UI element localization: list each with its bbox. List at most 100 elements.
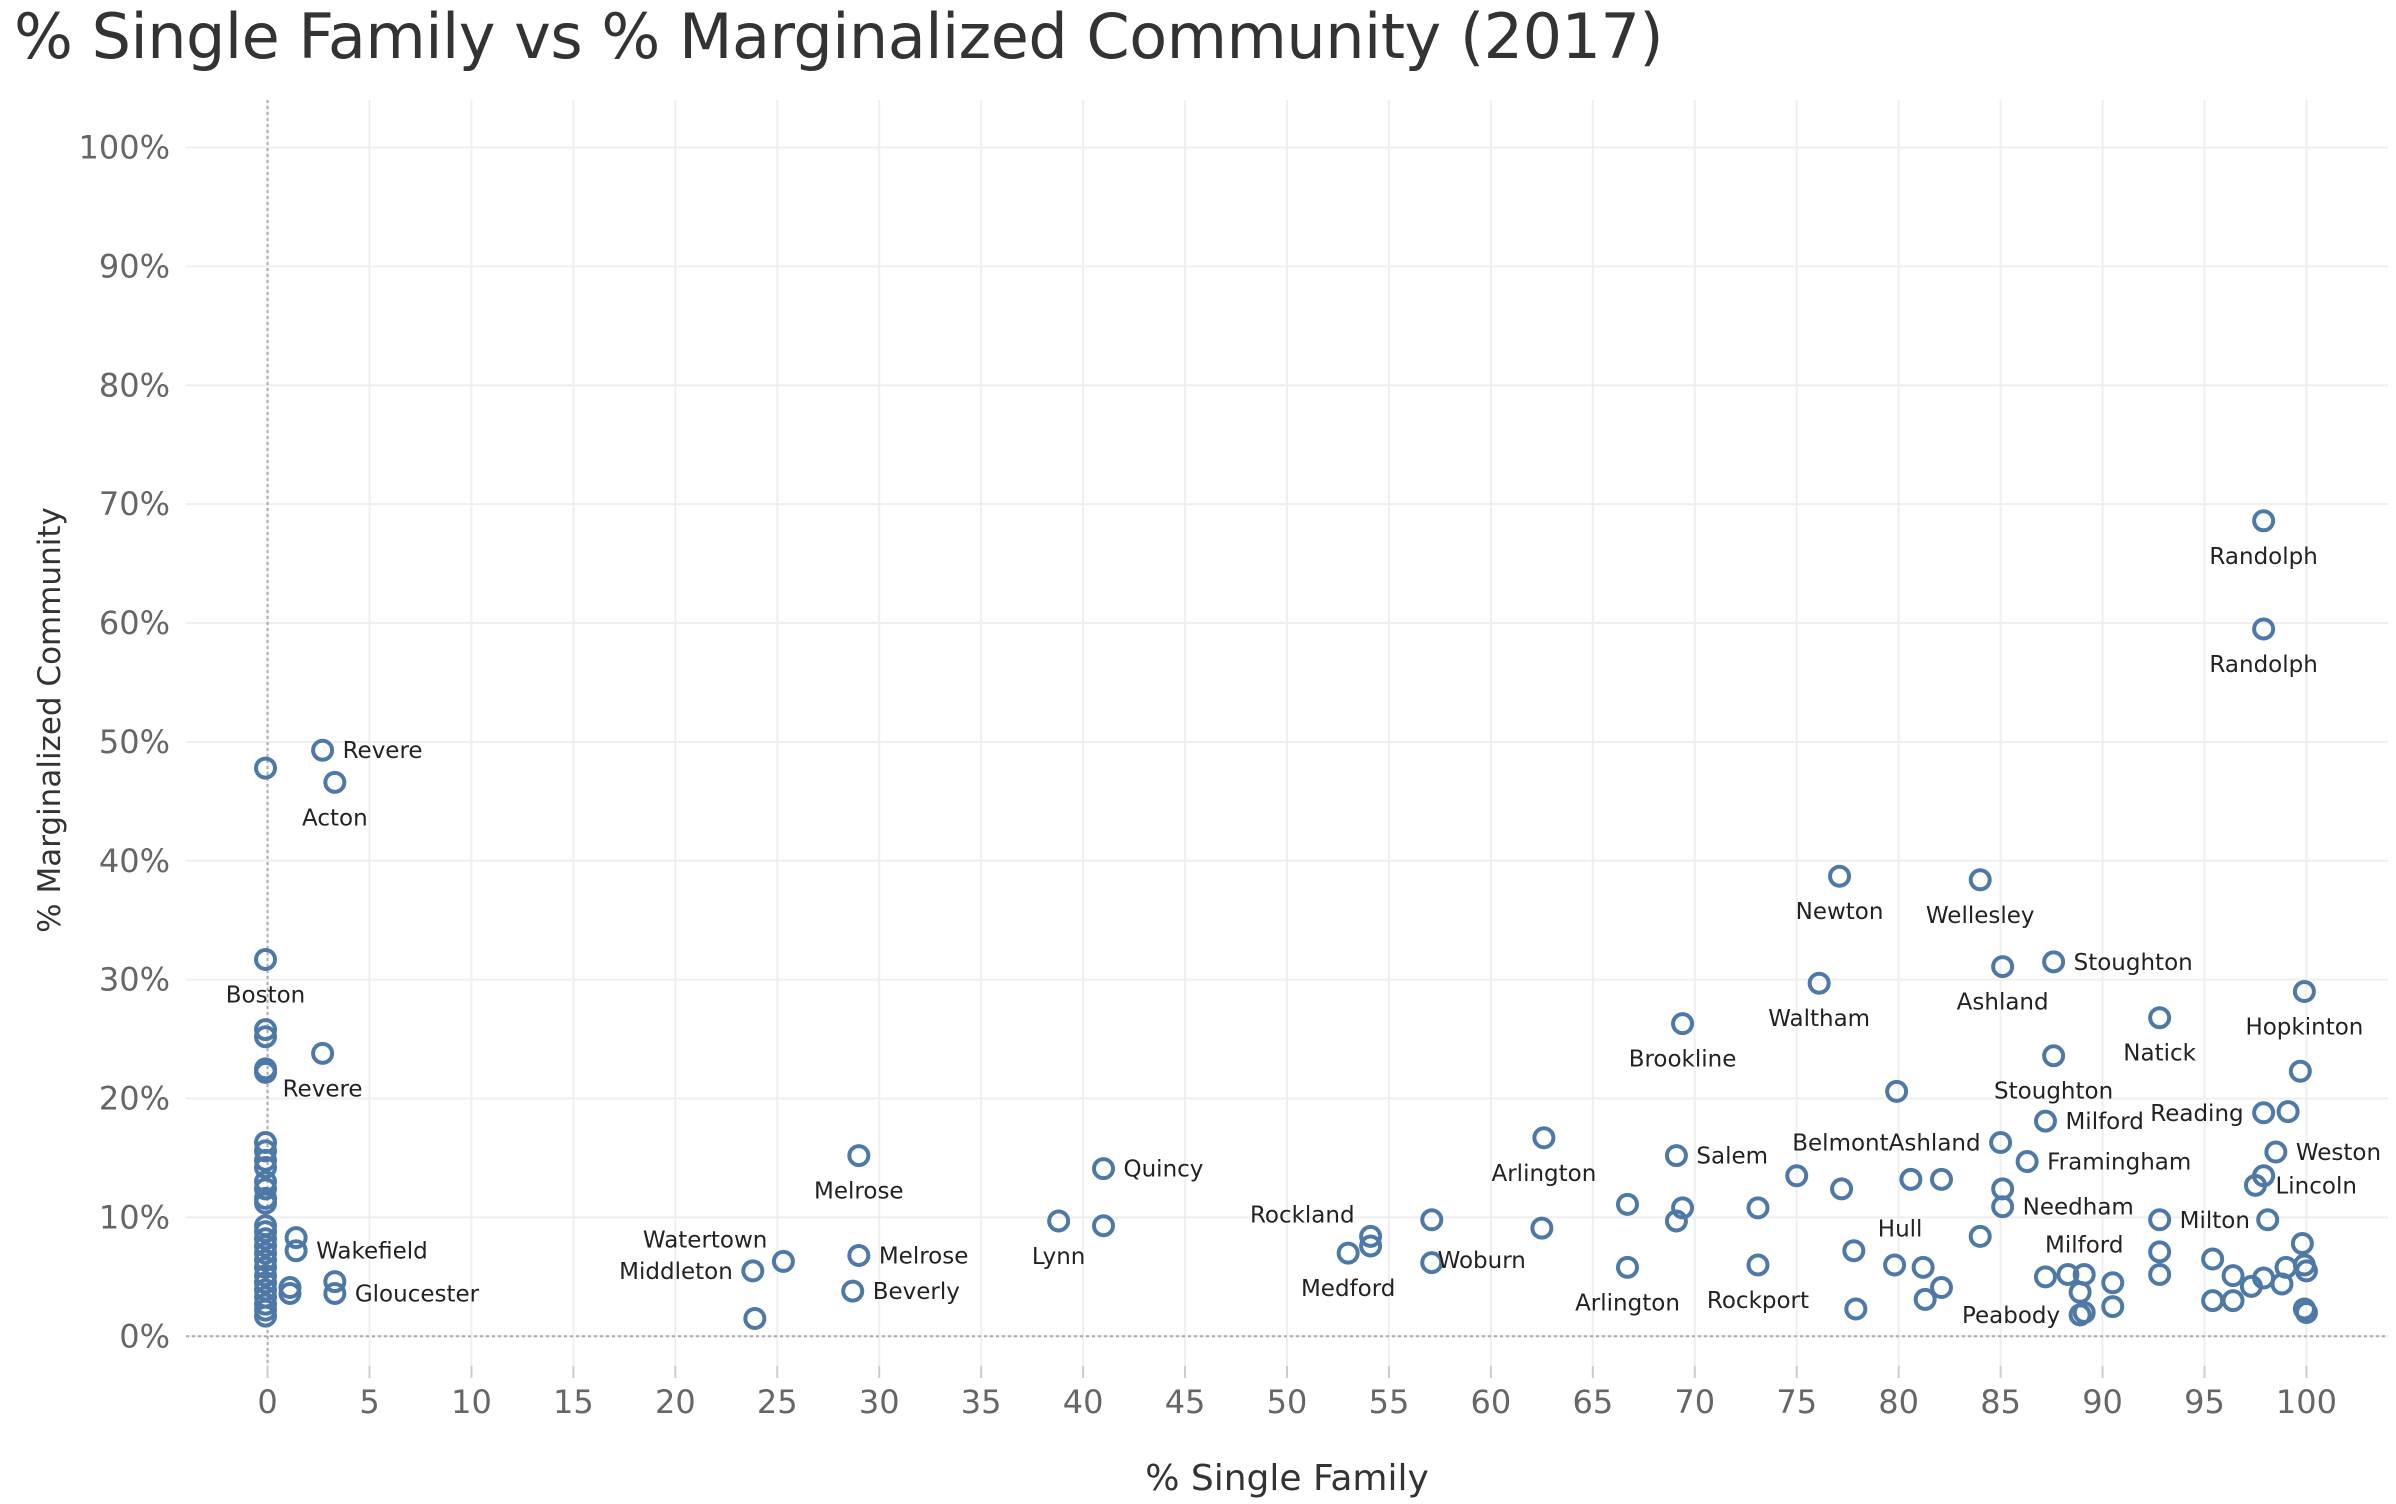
data-point [254, 1018, 278, 1042]
y-tick-label: 10% [99, 1198, 170, 1236]
data-point [2056, 1262, 2080, 1286]
point-label: Stoughton [2074, 950, 2193, 976]
data-point [311, 738, 335, 762]
data-point [2221, 1289, 2245, 1313]
y-tick-label: 100% [79, 129, 170, 167]
data-point [1664, 1209, 1688, 1233]
x-tick-label: 15 [553, 1383, 594, 1421]
point-label: Woburn [1438, 1248, 1526, 1274]
point-label: Lynn [1032, 1244, 1085, 1270]
data-point [1615, 1255, 1639, 1279]
point-label: Rockland [1250, 1202, 1355, 1228]
data-point [2264, 1140, 2288, 1164]
data-point [2252, 1101, 2276, 1125]
y-axis-title: % Marginalized Community [32, 507, 68, 933]
point-label: Melrose [879, 1243, 969, 1269]
point-label: Arlington [1575, 1290, 1680, 1316]
data-point [743, 1306, 767, 1330]
point-label: Waltham [1768, 1006, 1870, 1032]
point-layer [254, 509, 2318, 1330]
data-point [2072, 1301, 2096, 1325]
data-point [2276, 1100, 2300, 1124]
point-label: Hopkinton [2245, 1015, 2363, 1041]
y-tick-label: 50% [99, 723, 170, 761]
data-point [2148, 1006, 2172, 1030]
point-label: Brookline [1629, 1047, 1737, 1073]
point-label: Newton [1796, 899, 1884, 925]
x-tick-label: 80 [1878, 1383, 1919, 1421]
x-tick-label: 60 [1471, 1383, 1512, 1421]
data-point [1911, 1255, 1935, 1279]
chart-title: % Single Family vs % Marginalized Commun… [14, 0, 1664, 73]
data-point [771, 1249, 795, 1273]
data-point [254, 1170, 278, 1194]
x-tick-label: 0 [257, 1383, 277, 1421]
point-label: Reading [2150, 1101, 2243, 1127]
x-tick-label: 85 [1980, 1383, 2021, 1421]
y-tick-label: 40% [99, 842, 170, 880]
point-label: Gloucester [355, 1281, 480, 1307]
point-label: Salem [1696, 1144, 1768, 1170]
point-label: Stoughton [1994, 1079, 2113, 1105]
point-label: Natick [2123, 1041, 2196, 1067]
data-point [254, 1191, 278, 1215]
data-point [1991, 955, 2015, 979]
data-point [2243, 1173, 2267, 1197]
x-tick-label: 10 [451, 1383, 492, 1421]
x-tick-label: 35 [961, 1383, 1002, 1421]
data-point [254, 1304, 278, 1328]
point-label: Beverly [873, 1279, 960, 1305]
point-label: BelmontAshland [1792, 1131, 1980, 1157]
data-point [2015, 1150, 2039, 1174]
y-tick-label: 0% [119, 1317, 170, 1355]
data-point [1532, 1126, 1556, 1150]
data-point [2033, 1265, 2057, 1289]
data-point [2068, 1280, 2092, 1304]
data-point [1991, 1195, 2015, 1219]
y-tick-label: 30% [99, 961, 170, 999]
point-label: Randolph [2209, 652, 2317, 678]
data-point [254, 1148, 278, 1172]
point-label: Watertown [643, 1227, 767, 1253]
data-point [323, 1270, 347, 1294]
data-point [1828, 864, 1852, 888]
data-point [1671, 1012, 1695, 1036]
data-point [2252, 509, 2276, 533]
data-point [254, 1139, 278, 1163]
data-point [254, 947, 278, 971]
point-label: Milton [2180, 1208, 2250, 1234]
grid-layer [186, 100, 2388, 1366]
data-point [1929, 1167, 1953, 1191]
data-point [323, 1281, 347, 1305]
data-point [1530, 1216, 1554, 1240]
data-point [2042, 1044, 2066, 1068]
data-point [1883, 1253, 1907, 1277]
point-label: Revere [343, 738, 423, 764]
x-tick-label: 45 [1165, 1383, 1206, 1421]
data-point [254, 1220, 278, 1244]
data-point [1664, 1144, 1688, 1168]
y-tick-label: 60% [99, 604, 170, 642]
data-point [2148, 1262, 2172, 1286]
point-label: Middleton [619, 1259, 733, 1285]
data-point [2033, 1109, 2057, 1133]
data-point [254, 1248, 278, 1272]
x-tick-label: 65 [1572, 1383, 1613, 1421]
point-label: Milford [2065, 1109, 2143, 1135]
x-tick-label: 100 [2276, 1383, 2337, 1421]
data-point [254, 1025, 278, 1049]
data-point [1929, 1276, 1953, 1300]
x-tick-label: 55 [1369, 1383, 1410, 1421]
point-label: Melrose [814, 1179, 904, 1205]
data-point [278, 1281, 302, 1305]
data-point [1746, 1253, 1770, 1277]
data-point [254, 1255, 278, 1279]
data-point [2148, 1240, 2172, 1264]
y-tick-label: 20% [99, 1080, 170, 1118]
x-tick-label: 30 [859, 1383, 900, 1421]
x-axis-title: % Single Family [1145, 1458, 1429, 1499]
data-point [284, 1226, 308, 1250]
point-label: Medford [1301, 1276, 1395, 1302]
axis-layer: 0 5 10 15 20 25 30 35 40 45 50 55 60 65 70 75 80 85 90 95 10… [79, 100, 2388, 1421]
data-point [254, 1271, 278, 1295]
